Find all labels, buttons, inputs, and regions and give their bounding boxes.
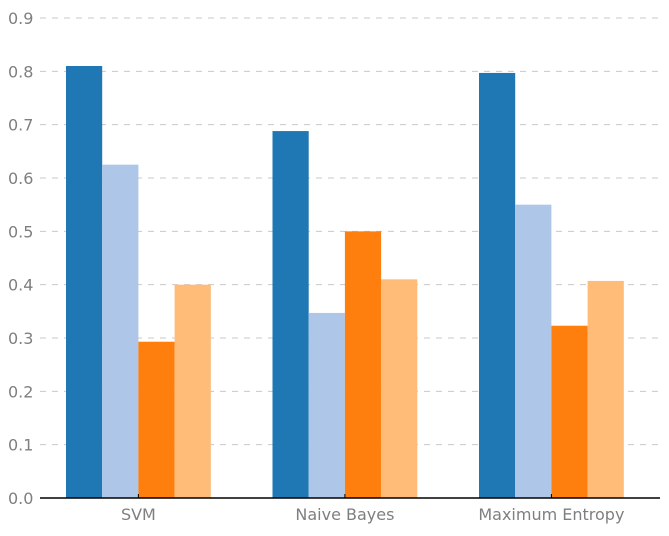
y-tick-label: 0.5 (8, 222, 33, 241)
bar (381, 279, 418, 498)
y-tick-label: 0.8 (8, 62, 33, 81)
bar (138, 341, 175, 498)
bar (308, 312, 345, 498)
y-tick-label: 0.7 (8, 116, 33, 135)
bar (66, 66, 103, 498)
bar (344, 231, 382, 499)
y-tick-labels: 0.0 0.1 0.2 0.3 0.4 0.5 0.6 0.7 0.8 0.9 (8, 9, 33, 508)
y-tick-label: 0.1 (8, 436, 33, 455)
y-tick-label: 0.2 (8, 382, 33, 401)
y-tick-label: 0.4 (8, 276, 33, 295)
x-tick-labels: SVM Naive Bayes Maximum Entropy (121, 505, 625, 524)
bar (587, 280, 624, 498)
x-tick-label: Naive Bayes (295, 505, 394, 524)
bar (479, 72, 516, 498)
bars (66, 66, 624, 499)
axes (40, 494, 660, 499)
x-tick-label: Maximum Entropy (478, 505, 624, 524)
bar (174, 284, 211, 498)
bar (272, 131, 309, 499)
y-tick-label: 0.6 (8, 169, 33, 188)
bar (551, 325, 588, 498)
y-tick-label: 0.9 (8, 9, 33, 28)
x-tick-label: SVM (121, 505, 156, 524)
bar (515, 204, 552, 498)
bar (102, 164, 139, 498)
y-tick-label: 0.3 (8, 329, 33, 348)
y-tick-label: 0.0 (8, 489, 33, 508)
